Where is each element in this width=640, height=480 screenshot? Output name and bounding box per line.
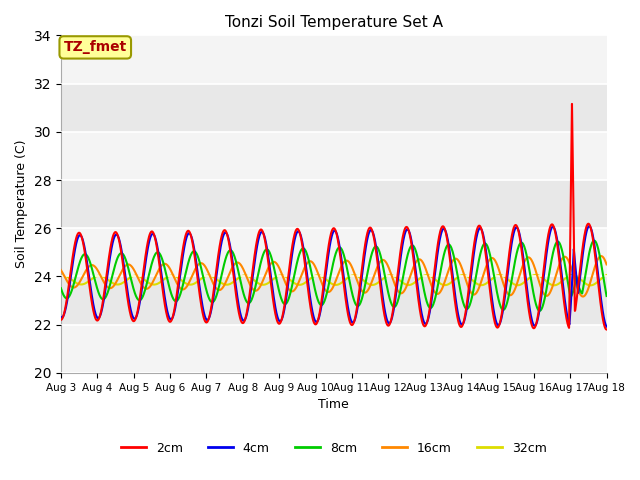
32cm <box>99 274 107 279</box>
2cm <box>99 297 107 303</box>
32cm <box>367 282 375 288</box>
Text: TZ_fmet: TZ_fmet <box>63 40 127 54</box>
Bar <box>61 36 607 84</box>
16cm <box>579 294 587 300</box>
16cm <box>300 267 308 273</box>
16cm <box>289 288 296 294</box>
2cm <box>367 226 375 232</box>
Bar <box>61 132 607 180</box>
16cm <box>310 261 317 267</box>
4cm <box>585 223 593 229</box>
2cm <box>122 279 129 285</box>
4cm <box>603 324 611 329</box>
32cm <box>587 282 595 288</box>
Line: 32cm: 32cm <box>61 275 607 285</box>
8cm <box>590 238 598 243</box>
4cm <box>122 273 129 278</box>
8cm <box>122 256 129 262</box>
Line: 4cm: 4cm <box>61 226 607 326</box>
4cm <box>300 247 308 253</box>
8cm <box>57 285 65 291</box>
Legend: 2cm, 4cm, 8cm, 16cm, 32cm: 2cm, 4cm, 8cm, 16cm, 32cm <box>116 436 552 459</box>
4cm <box>289 249 296 255</box>
8cm <box>603 293 611 299</box>
32cm <box>568 272 576 278</box>
4cm <box>310 313 317 319</box>
32cm <box>122 278 129 284</box>
2cm <box>289 242 296 248</box>
4cm <box>99 301 107 307</box>
2cm <box>300 252 308 258</box>
32cm <box>603 272 611 278</box>
8cm <box>310 280 317 286</box>
4cm <box>57 314 65 320</box>
2cm <box>310 319 317 324</box>
8cm <box>536 308 543 314</box>
16cm <box>99 278 107 284</box>
Line: 2cm: 2cm <box>61 104 607 329</box>
Bar <box>61 324 607 373</box>
32cm <box>300 281 308 287</box>
32cm <box>310 274 317 279</box>
8cm <box>289 281 296 287</box>
32cm <box>289 279 296 285</box>
2cm <box>568 101 576 107</box>
16cm <box>367 280 375 286</box>
Line: 8cm: 8cm <box>61 240 607 311</box>
2cm <box>57 317 65 323</box>
16cm <box>597 253 605 259</box>
4cm <box>367 227 375 233</box>
8cm <box>99 297 107 302</box>
16cm <box>122 263 129 269</box>
Title: Tonzi Soil Temperature Set A: Tonzi Soil Temperature Set A <box>225 15 443 30</box>
8cm <box>367 252 375 258</box>
Line: 16cm: 16cm <box>61 256 607 297</box>
32cm <box>57 273 65 279</box>
Bar <box>61 228 607 276</box>
16cm <box>57 267 65 273</box>
X-axis label: Time: Time <box>318 398 349 411</box>
16cm <box>603 262 611 267</box>
2cm <box>603 326 611 332</box>
Y-axis label: Soil Temperature (C): Soil Temperature (C) <box>15 140 28 268</box>
8cm <box>300 246 308 252</box>
